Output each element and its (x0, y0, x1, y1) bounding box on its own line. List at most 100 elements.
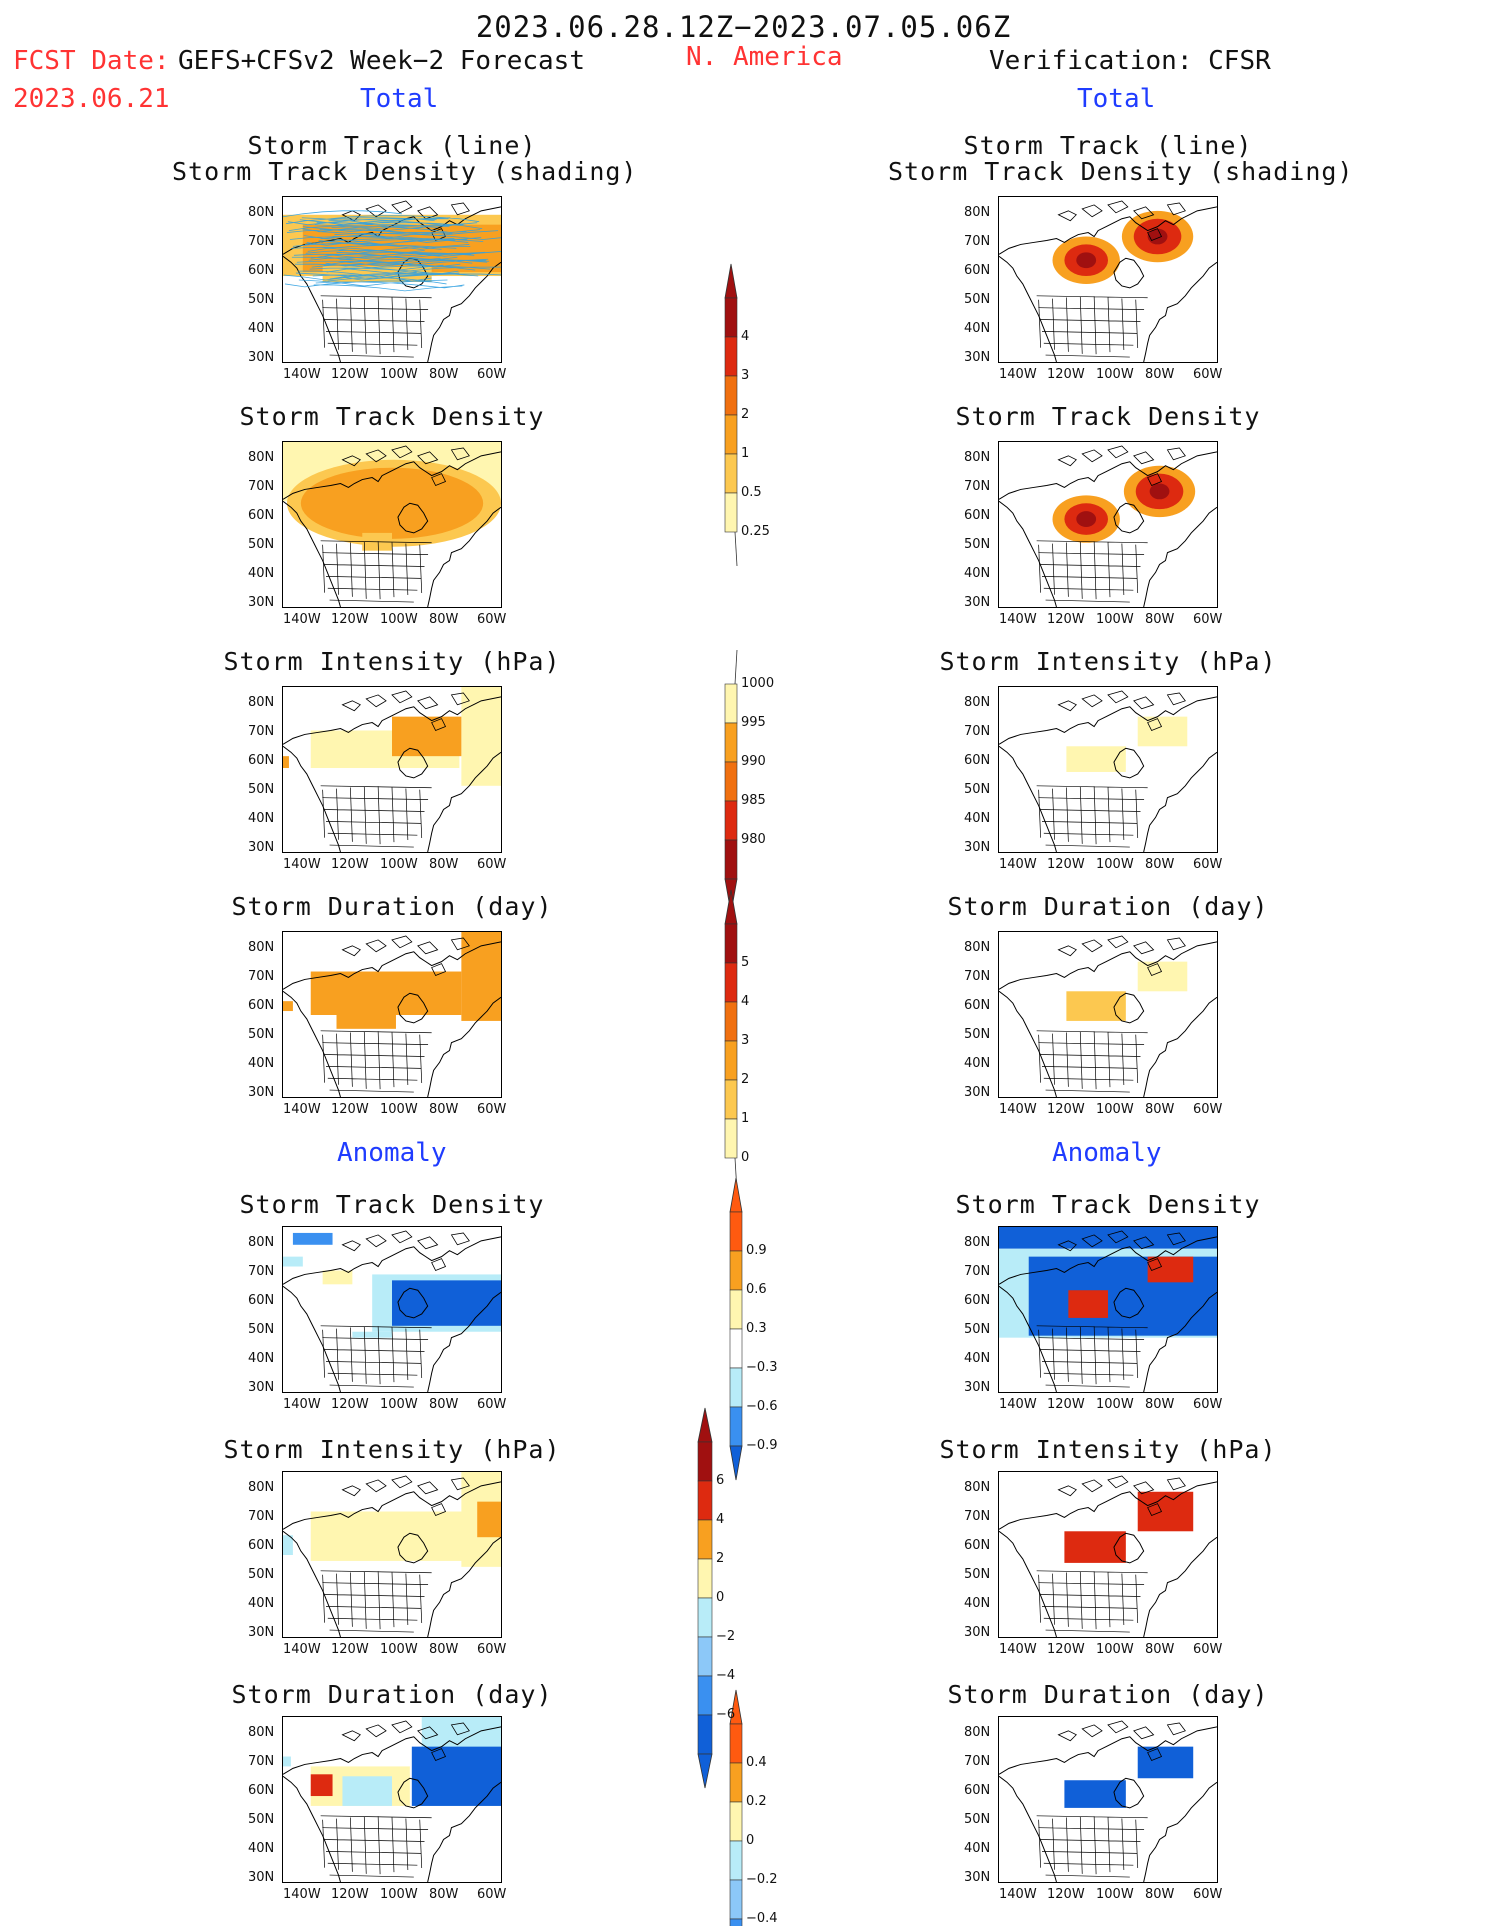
lat-tick-label: 60N (964, 1783, 991, 1798)
lon-tick-label: 60W (1193, 612, 1223, 627)
lat-tick-label: 70N (248, 479, 275, 494)
lat-tick-label: 60N (964, 1538, 991, 1553)
lat-tick-label: 50N (248, 782, 275, 797)
panel-title-track-shading-right: Storm Track Density (shading) (888, 157, 1354, 186)
map-track-right (998, 196, 1218, 363)
lat-tick-label: 50N (964, 1322, 991, 1337)
lat-tick-label: 40N (248, 1841, 275, 1856)
lon-tick-label: 120W (1047, 367, 1085, 382)
lon-tick-label: 80W (429, 612, 459, 627)
lon-tick-label: 140W (999, 857, 1037, 872)
lat-tick-label: 30N (964, 1380, 991, 1395)
lat-tick-label: 60N (964, 998, 991, 1013)
lat-tick-label: 50N (964, 1027, 991, 1042)
lat-tick-label: 30N (248, 1085, 275, 1100)
lon-tick-label: 80W (429, 857, 459, 872)
lat-tick-label: 40N (964, 811, 991, 826)
map-intensity-anom-right (998, 1471, 1218, 1638)
lon-tick-label: 120W (1047, 1642, 1085, 1657)
lat-tick-label: 80N (248, 695, 275, 710)
lon-tick-label: 60W (477, 367, 507, 382)
colorbar-density-total (724, 263, 738, 567)
lon-tick-label: 60W (477, 1887, 507, 1902)
lon-tick-label: 60W (1193, 1102, 1223, 1117)
lon-tick-label: 100W (380, 612, 418, 627)
lat-tick-label: 30N (248, 350, 275, 365)
lat-tick-label: 80N (248, 1480, 275, 1495)
lat-tick-label: 70N (964, 479, 991, 494)
lat-tick-label: 70N (248, 724, 275, 739)
lat-tick-label: 40N (964, 1596, 991, 1611)
lon-tick-label: 80W (1145, 1102, 1175, 1117)
fcst-date-label: FCST Date: (13, 46, 170, 76)
lat-tick-label: 70N (964, 1509, 991, 1524)
lon-tick-label: 120W (331, 1397, 369, 1412)
lat-tick-label: 50N (964, 292, 991, 307)
lat-tick-label: 40N (248, 321, 275, 336)
lat-tick-label: 60N (964, 753, 991, 768)
lat-tick-label: 40N (964, 1841, 991, 1856)
fcst-date-value: 2023.06.21 (13, 84, 170, 114)
panel-title-intensity-total-right: Storm Intensity (hPa) (939, 647, 1277, 676)
lon-tick-label: 100W (1096, 1102, 1134, 1117)
lat-tick-label: 40N (248, 1056, 275, 1071)
colorbar-duration-anom (729, 1689, 743, 1926)
lon-tick-label: 60W (477, 612, 507, 627)
colorbar-label: 0 (716, 1590, 725, 1605)
lat-tick-label: 80N (964, 205, 991, 220)
lat-tick-label: 40N (248, 566, 275, 581)
colorbar-label: 4 (741, 994, 750, 1009)
lat-tick-label: 70N (964, 1264, 991, 1279)
panel-title-track-shading-left: Storm Track Density (shading) (172, 157, 638, 186)
colorbar-label: 0.6 (746, 1282, 767, 1297)
lat-tick-label: 60N (248, 263, 275, 278)
region-title: N. America (686, 42, 843, 72)
colorbar-label: −0.3 (746, 1360, 778, 1375)
lat-tick-label: 80N (964, 695, 991, 710)
colorbar-label: 0.3 (746, 1321, 767, 1336)
lat-tick-label: 70N (964, 234, 991, 249)
lat-tick-label: 30N (964, 1085, 991, 1100)
lon-tick-label: 100W (1096, 1397, 1134, 1412)
map-intensity-total-right (998, 686, 1218, 853)
colorbar-label: 3 (741, 1033, 750, 1048)
map-density-total-left (282, 441, 502, 608)
lat-tick-label: 70N (964, 969, 991, 984)
colorbar-label: −0.2 (746, 1872, 778, 1887)
lon-tick-label: 80W (1145, 1642, 1175, 1657)
lat-tick-label: 30N (964, 1870, 991, 1885)
lon-tick-label: 100W (1096, 1642, 1134, 1657)
panel-title-density-anom-right: Storm Track Density (955, 1190, 1261, 1219)
verification-title: Verification: CFSR (989, 46, 1271, 76)
lon-tick-label: 100W (380, 1642, 418, 1657)
colorbar-label: 2 (741, 1072, 750, 1087)
lon-tick-label: 80W (429, 1102, 459, 1117)
lat-tick-label: 70N (248, 1264, 275, 1279)
lat-tick-label: 80N (248, 205, 275, 220)
lon-tick-label: 140W (283, 1887, 321, 1902)
lon-tick-label: 140W (999, 1102, 1037, 1117)
lon-tick-label: 140W (283, 367, 321, 382)
lat-tick-label: 60N (248, 998, 275, 1013)
colorbar-label: 0.9 (746, 1243, 767, 1258)
lat-tick-label: 50N (964, 1812, 991, 1827)
lat-tick-label: 40N (248, 1596, 275, 1611)
colorbar-label: −0.9 (746, 1438, 778, 1453)
colorbar-label: 2 (741, 407, 750, 422)
panel-title-intensity-anom-left: Storm Intensity (hPa) (223, 1435, 561, 1464)
colorbar-label: 990 (741, 754, 766, 769)
lat-tick-label: 30N (248, 1380, 275, 1395)
lon-tick-label: 120W (331, 1642, 369, 1657)
lon-tick-label: 140W (999, 1642, 1037, 1657)
lon-tick-label: 120W (331, 1887, 369, 1902)
colorbar-duration-total (724, 889, 738, 1193)
lat-tick-label: 40N (248, 1351, 275, 1366)
lat-tick-label: 70N (248, 969, 275, 984)
lat-tick-label: 70N (964, 724, 991, 739)
lon-tick-label: 100W (1096, 1887, 1134, 1902)
lon-tick-label: 100W (380, 1887, 418, 1902)
lat-tick-label: 80N (248, 940, 275, 955)
lon-tick-label: 80W (429, 1887, 459, 1902)
panel-title-intensity-total-left: Storm Intensity (hPa) (223, 647, 561, 676)
colorbar-label: −2 (716, 1629, 736, 1644)
